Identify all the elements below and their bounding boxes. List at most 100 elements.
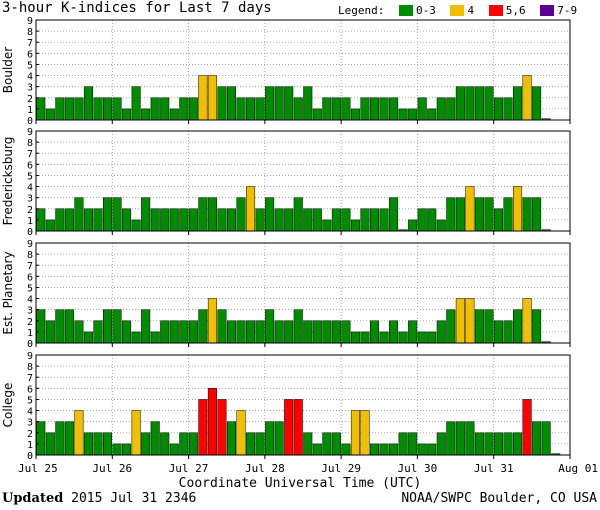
bar-college-44 — [455, 421, 465, 456]
bar-est-planetary-32 — [341, 320, 351, 344]
bar-college-23 — [255, 432, 265, 456]
bar-est-planetary-44 — [455, 298, 465, 344]
chart-title: 3-hour K-indices for Last 7 days — [2, 0, 272, 16]
bar-est-planetary-50 — [513, 309, 523, 344]
bar-boulder-25 — [274, 86, 284, 121]
bar-est-planetary-18 — [207, 298, 217, 344]
bar-boulder-36 — [379, 97, 389, 121]
bar-college-12 — [150, 421, 160, 456]
bar-boulder-30 — [322, 97, 332, 121]
bar-college-24 — [265, 421, 275, 456]
bar-college-3 — [64, 421, 74, 456]
bar-college-4 — [74, 410, 84, 456]
bar-fredericksburg-50 — [513, 186, 523, 232]
y-tick-label: 0 — [27, 339, 33, 350]
y-tick-label: 5 — [27, 395, 33, 406]
bar-fredericksburg-40 — [417, 208, 427, 232]
bar-fredericksburg-44 — [455, 197, 465, 232]
bar-boulder-31 — [331, 97, 341, 121]
bar-est-planetary-25 — [274, 320, 284, 344]
bar-fredericksburg-13 — [160, 208, 170, 232]
bar-college-0 — [36, 421, 46, 456]
updated-value: 2015 Jul 31 2346 — [71, 491, 197, 506]
bar-est-planetary-24 — [265, 309, 275, 344]
bar-est-planetary-33 — [350, 331, 360, 344]
bar-fredericksburg-11 — [141, 197, 151, 232]
bar-boulder-22 — [246, 97, 256, 121]
bar-boulder-14 — [169, 108, 179, 121]
x-axis-label: Coordinate Universal Time (UTC) — [178, 476, 422, 491]
y-tick-label: 1 — [27, 328, 33, 339]
bar-college-7 — [103, 432, 113, 456]
bar-fredericksburg-5 — [83, 208, 93, 232]
bar-est-planetary-30 — [322, 320, 332, 344]
bar-boulder-1 — [45, 108, 55, 121]
bar-est-planetary-42 — [436, 320, 446, 344]
bar-fredericksburg-35 — [370, 208, 380, 232]
bar-boulder-46 — [474, 86, 484, 121]
bar-fredericksburg-31 — [331, 208, 341, 232]
bar-est-planetary-9 — [122, 320, 132, 344]
legend: Legend: 0-3 4 5,6 7-9 — [338, 3, 577, 17]
bar-college-47 — [484, 432, 494, 456]
station-label-est-planetary: Est. Planetary — [1, 251, 15, 334]
bar-fredericksburg-37 — [389, 197, 399, 232]
bar-boulder-17 — [198, 75, 208, 121]
bar-fredericksburg-3 — [64, 208, 74, 232]
panel-frame — [35, 19, 571, 121]
y-tick-label: 2 — [27, 94, 33, 105]
bar-fredericksburg-46 — [474, 197, 484, 232]
bar-college-2 — [55, 421, 65, 456]
bar-boulder-43 — [446, 97, 456, 121]
bar-est-planetary-39 — [408, 320, 418, 344]
bar-fredericksburg-4 — [74, 197, 84, 232]
x-tick-label: Jul 27 — [169, 462, 209, 475]
credit-text: NOAA/SWPC Boulder, CO USA — [401, 491, 597, 506]
y-tick-label: 3 — [27, 83, 33, 94]
y-tick-label: 7 — [27, 149, 33, 160]
bar-boulder-26 — [284, 86, 294, 121]
bar-college-52 — [532, 421, 542, 456]
bar-boulder-44 — [455, 86, 465, 121]
bar-fredericksburg-47 — [484, 197, 494, 232]
bar-college-21 — [236, 410, 246, 456]
y-tick-label: 7 — [27, 373, 33, 384]
bar-college-36 — [379, 443, 389, 456]
panel-frame — [35, 354, 571, 456]
y-tick-label: 3 — [27, 194, 33, 205]
bar-est-planetary-26 — [284, 320, 294, 344]
legend-item-0-3: 0-3 — [415, 3, 436, 17]
bar-est-planetary-40 — [417, 331, 427, 344]
bar-boulder-33 — [350, 108, 360, 121]
y-tick-label: 1 — [27, 216, 33, 227]
bar-college-31 — [331, 432, 341, 456]
y-tick-label: 6 — [27, 160, 33, 171]
bar-boulder-7 — [103, 97, 113, 121]
bar-est-planetary-3 — [64, 309, 74, 344]
y-tick-label: 6 — [27, 272, 33, 283]
x-tick-label: Jul 28 — [245, 462, 285, 475]
y-tick-label: 8 — [27, 138, 33, 149]
bar-college-6 — [93, 432, 103, 456]
bar-college-22 — [246, 432, 256, 456]
bar-boulder-23 — [255, 97, 265, 121]
bar-est-planetary-49 — [503, 320, 513, 344]
x-tick-label: Jul 26 — [92, 462, 132, 475]
bar-est-planetary-22 — [246, 320, 256, 344]
y-tick-label: 9 — [27, 16, 33, 27]
bar-boulder-12 — [150, 97, 160, 121]
y-tick-label: 8 — [27, 362, 33, 373]
bar-fredericksburg-18 — [207, 197, 217, 232]
y-tick-label: 3 — [27, 306, 33, 317]
y-tick-label: 8 — [27, 250, 33, 261]
y-tick-label: 0 — [27, 227, 33, 238]
bar-boulder-51 — [522, 75, 532, 121]
bar-college-30 — [322, 432, 332, 456]
bar-est-planetary-21 — [236, 320, 246, 344]
x-tick-label: Aug 01 — [558, 462, 598, 475]
y-tick-label: 2 — [27, 429, 33, 440]
y-tick-label: 3 — [27, 418, 33, 429]
bar-est-planetary-12 — [150, 331, 160, 344]
bar-boulder-47 — [484, 86, 494, 121]
y-tick-label: 6 — [27, 384, 33, 395]
